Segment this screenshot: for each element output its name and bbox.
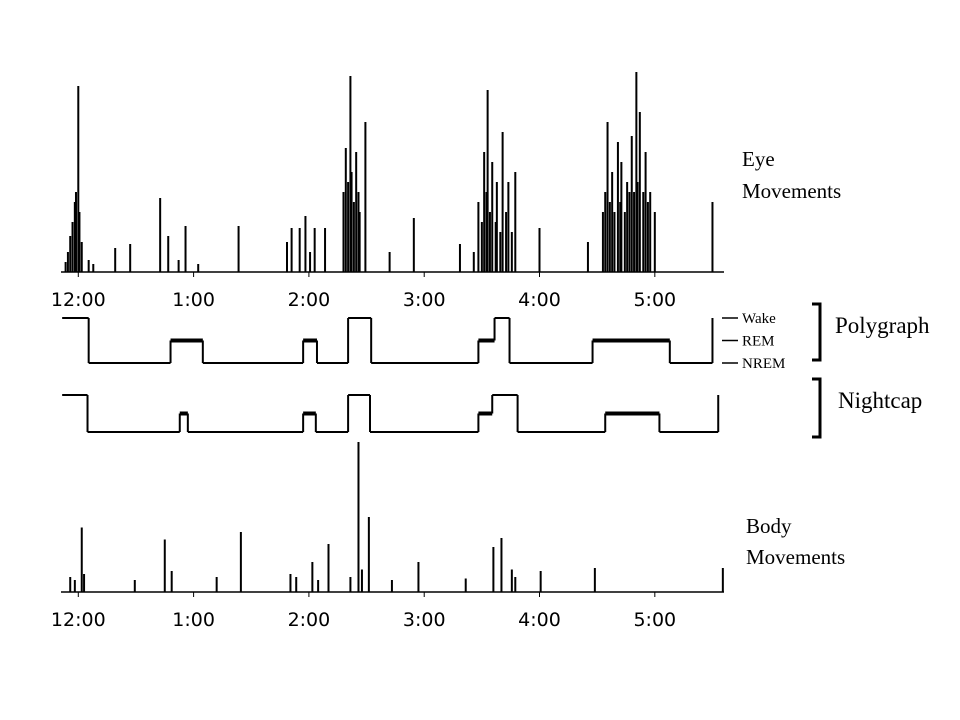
bracket [812,377,822,439]
x-tick-label: 12:00 [51,289,106,311]
x-tick-label: 1:00 [172,289,215,311]
panel-label: Nightcap [838,388,922,413]
x-tick-label: 5:00 [633,289,676,311]
panel-label: Body [746,514,792,538]
y-tick-label: Wake [742,311,776,327]
x-tick-label: 5:00 [633,609,676,631]
x-tick-label: 12:00 [51,609,106,631]
x-tick-label: 2:00 [288,289,331,311]
panel-label: Movements [746,545,845,569]
panel-label: Movements [742,179,841,203]
panel-label: Eye [742,147,775,171]
x-tick-label: 1:00 [172,609,215,631]
y-tick-label: REM [742,334,775,350]
x-tick-label: 3:00 [403,289,446,311]
x-tick-label: 4:00 [518,609,561,631]
bracket [812,302,822,362]
x-tick-label: 2:00 [288,609,331,631]
y-tick-label: NREM [742,356,785,372]
x-tick-label: 3:00 [403,609,446,631]
panel-label: Polygraph [835,313,930,338]
x-tick-label: 4:00 [518,289,561,311]
